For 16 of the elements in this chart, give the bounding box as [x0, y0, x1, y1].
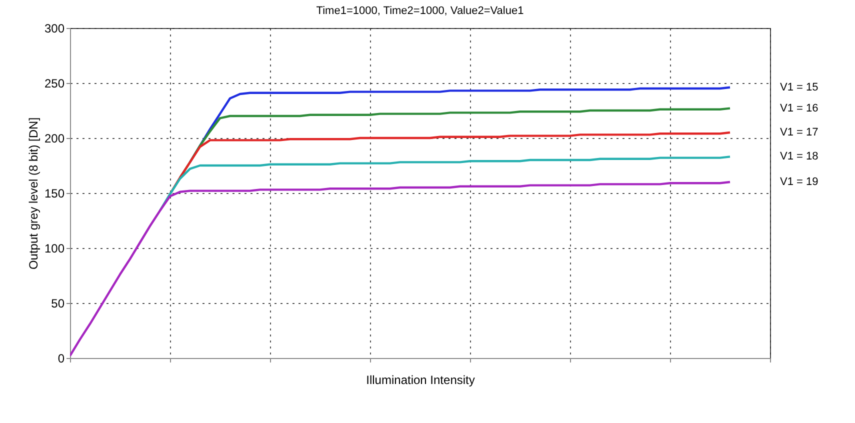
text: V1 = 18 [780, 150, 818, 163]
text: V1 = 19 [780, 176, 818, 188]
chart-title: Time1=1000, Time2=1000, Value2=Value1 [316, 5, 524, 17]
text: V1 = 16 [780, 102, 818, 114]
y-tick-label: 50 [51, 296, 65, 310]
text: V1 = 15 [780, 81, 818, 94]
y-tick-label: 200 [44, 132, 65, 146]
line-series [70, 180, 732, 357]
y-axis-title: Output grey level (8 bit) [DN] [26, 117, 40, 270]
text: V1 = 17 [780, 126, 818, 138]
x-axis-title: Illumination Intensity [366, 373, 475, 387]
y-tick-label: 0 [58, 352, 65, 366]
y-tick-label: 100 [44, 242, 65, 256]
y-tick-label: 300 [44, 22, 65, 36]
y-tick-label: 150 [44, 186, 65, 200]
y-tick-label: 250 [44, 76, 65, 90]
